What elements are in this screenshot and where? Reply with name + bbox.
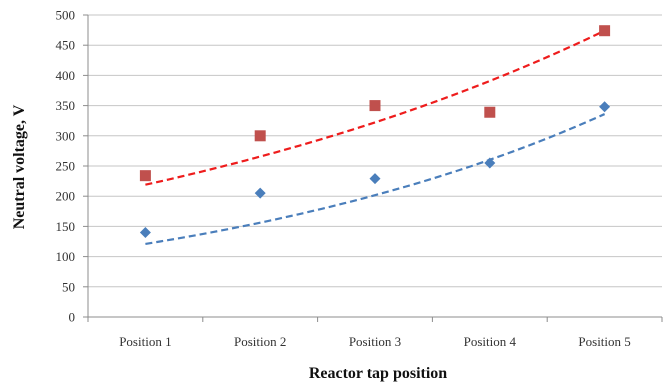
x-tick-label: Position 5 xyxy=(578,334,630,349)
y-tick-label: 150 xyxy=(56,219,76,234)
data-point-series-1 xyxy=(599,101,611,113)
x-tick-labels: Position 1 Position 2 Position 3 Position 4… xyxy=(119,334,631,349)
data-point-series-2 xyxy=(599,25,611,37)
x-tick-label: Position 1 xyxy=(119,334,171,349)
trendline-series-1 xyxy=(145,113,606,246)
trendline-series-2 xyxy=(145,29,606,186)
data-point-series-2 xyxy=(369,100,381,112)
data-point-series-1 xyxy=(369,173,381,185)
gridlines xyxy=(88,14,662,288)
x-axis-title: Reactor tap position xyxy=(309,365,447,382)
x-tick-label: Position 4 xyxy=(464,334,517,349)
y-tick-labels: 0 50 100 150 200 250 300 350 400 450 500 xyxy=(56,8,76,325)
y-tick-label: 100 xyxy=(56,249,76,264)
y-tick-label: 300 xyxy=(56,128,76,143)
data-point-series-1 xyxy=(484,157,496,169)
y-tick-label: 350 xyxy=(56,98,76,113)
data-points xyxy=(139,25,611,238)
y-tick-label: 450 xyxy=(56,38,76,53)
y-tick-label: 200 xyxy=(56,189,76,204)
y-axis-title: Neutral voltage, V xyxy=(11,104,28,229)
y-tick-label: 400 xyxy=(56,68,76,83)
axes xyxy=(83,14,663,322)
data-point-series-1 xyxy=(139,226,151,238)
y-tick-label: 0 xyxy=(69,310,76,325)
data-point-series-2 xyxy=(139,170,151,182)
x-tick-label: Position 3 xyxy=(349,334,401,349)
y-tick-label: 50 xyxy=(62,279,75,294)
trendlines xyxy=(145,29,606,246)
data-point-series-1 xyxy=(254,187,266,199)
y-tick-label: 250 xyxy=(56,159,76,174)
data-point-series-2 xyxy=(254,130,266,142)
x-tick-label: Position 2 xyxy=(234,334,286,349)
data-point-series-2 xyxy=(484,106,496,118)
y-tick-label: 500 xyxy=(56,8,76,23)
